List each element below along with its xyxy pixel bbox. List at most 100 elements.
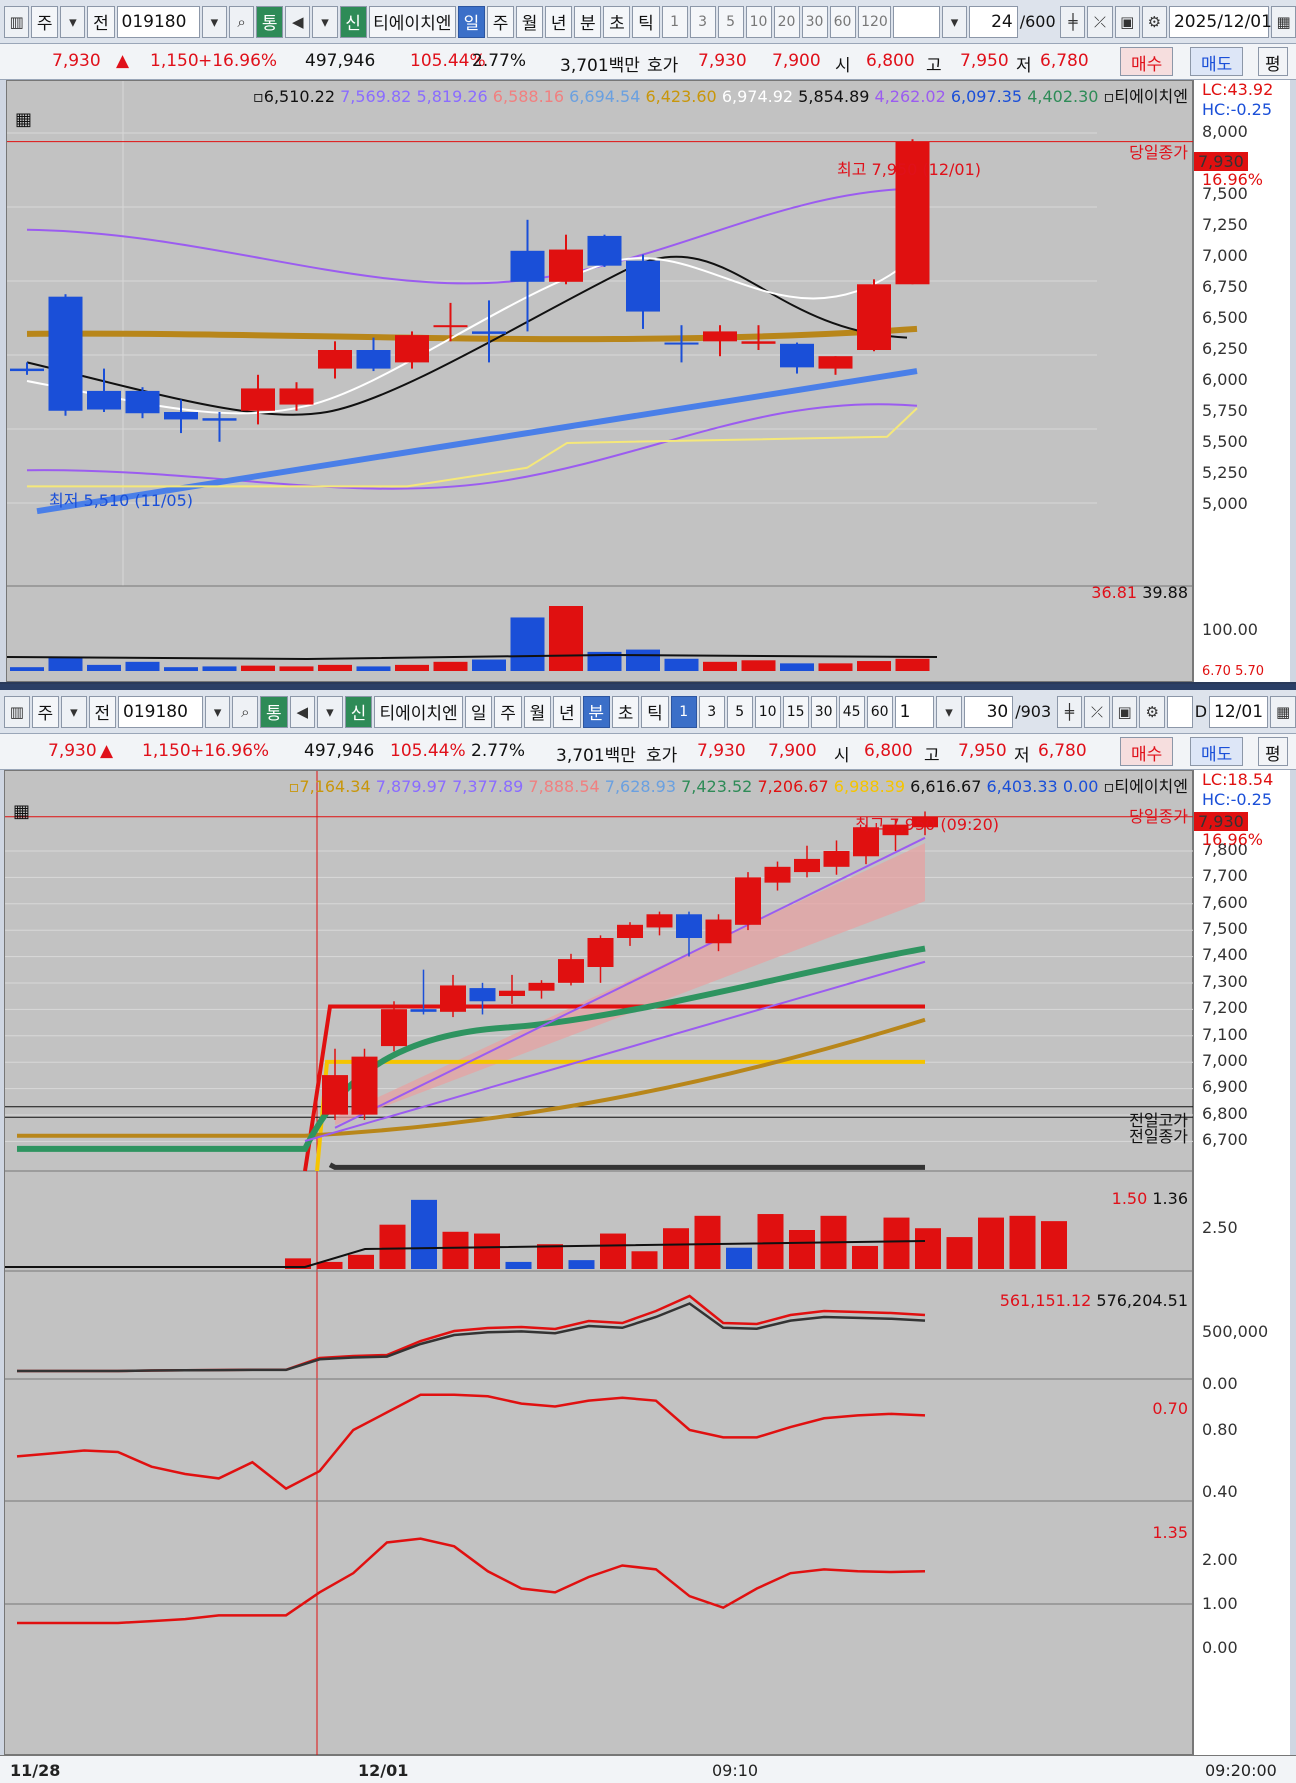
gear-icon[interactable]: ⚙ (1141, 5, 1167, 38)
type-select[interactable]: 주 (31, 5, 59, 38)
daily-chart-area[interactable]: ▦ ▫6,510.22 7,569.82 5,819.26 6,588.16 6… (6, 80, 1194, 682)
d-label: D (1194, 702, 1208, 721)
volume-bar (279, 666, 314, 671)
chevron-down-icon[interactable]: ▾ (941, 5, 968, 38)
grid-icon[interactable]: ▦ (13, 801, 31, 822)
gear-icon[interactable]: ⚙ (1139, 695, 1166, 728)
interval-120[interactable]: 120 (857, 5, 892, 38)
period-month[interactable]: 월 (523, 695, 552, 728)
interval-1[interactable]: 1 (670, 695, 697, 728)
checkbox[interactable] (1167, 695, 1193, 728)
interval-10[interactable]: 10 (745, 5, 772, 38)
avg-button[interactable]: 평 (1258, 47, 1288, 76)
layout-icon[interactable]: ▥ (4, 695, 30, 728)
count-input[interactable]: 30 (963, 695, 1014, 728)
y-tick: 7,000 (1202, 1050, 1248, 1070)
interval-60[interactable]: 60 (829, 5, 856, 38)
buy-button[interactable]: 매수 (1120, 47, 1174, 76)
period-day[interactable]: 일 (464, 695, 493, 728)
interval-15[interactable]: 15 (782, 695, 809, 728)
tong-button[interactable]: 통 (260, 695, 288, 728)
interval-3[interactable]: 3 (689, 5, 716, 38)
shin-button[interactable]: 신 (339, 5, 367, 38)
period-second[interactable]: 초 (611, 695, 640, 728)
count-input[interactable]: 24 (969, 5, 1018, 38)
chevron-down-icon[interactable]: ▾ (936, 695, 962, 728)
speaker-icon[interactable]: ◀ (289, 695, 316, 728)
volume-bar (164, 667, 198, 671)
save-icon[interactable]: ▣ (1114, 5, 1140, 38)
chevron-down-icon[interactable]: ▾ (312, 5, 338, 38)
minute-chart-area[interactable]: ▦ ▫7,164.34 7,879.97 7,377.89 7,888.54 7… (4, 770, 1194, 1756)
interval-30[interactable]: 30 (810, 695, 837, 728)
period-year[interactable]: 년 (553, 695, 581, 728)
candle-type-icon[interactable]: ╪ (1060, 5, 1086, 38)
grid-icon[interactable]: ▦ (15, 109, 33, 130)
period-week[interactable]: 주 (486, 5, 515, 38)
period-week[interactable]: 주 (494, 695, 522, 728)
avg-button[interactable]: 평 (1258, 737, 1288, 766)
volume-bar (694, 1215, 721, 1269)
period-month[interactable]: 월 (516, 5, 544, 38)
candle-type-icon[interactable]: ╪ (1056, 695, 1083, 728)
code-input[interactable]: 019180 (116, 5, 200, 38)
save-icon[interactable]: ▣ (1111, 695, 1138, 728)
period-year[interactable]: 년 (545, 5, 573, 38)
tong-button[interactable]: 통 (256, 5, 284, 38)
ma-yellow (27, 407, 918, 488)
period-tick[interactable]: 틱 (632, 5, 660, 38)
y-tick: 6,750 (1202, 277, 1248, 296)
calendar-icon[interactable]: ▦ (1270, 695, 1296, 728)
calendar-icon[interactable]: ▦ (1270, 5, 1296, 38)
search-icon[interactable]: ⌕ (228, 5, 255, 38)
legend-value: 6,616.67 (910, 777, 987, 796)
chevron-down-icon[interactable]: ▾ (204, 695, 231, 728)
minute-y-axis: LC:18.54 HC:-0.25 7,800 7,700 7,600 7,500 7,… (1193, 770, 1290, 1755)
interval-30[interactable]: 30 (801, 5, 828, 38)
shin-button[interactable]: 신 (344, 695, 373, 728)
sell-button[interactable]: 매도 (1190, 47, 1244, 76)
mode-button[interactable]: 전 (87, 5, 115, 38)
legend-value: 7,569.82 (340, 87, 417, 106)
stock-name[interactable]: 티에이치엔 (368, 5, 456, 38)
volume-bar (587, 651, 622, 671)
mode-button[interactable]: 전 (88, 695, 117, 728)
date-input[interactable]: 2025/12/01 (1168, 5, 1272, 38)
interval-5[interactable]: 5 (726, 695, 753, 728)
candle-body (882, 824, 909, 836)
period-day[interactable]: 일 (457, 5, 485, 38)
buy-button[interactable]: 매수 (1120, 737, 1174, 766)
interval-5[interactable]: 5 (717, 5, 744, 38)
toolbar: ▥ 주 ▾ 전 019180 ▾ ⌕ 통 ◀ ▾ 신 티에이치엔 일 주 월 년… (0, 690, 1296, 734)
code-input[interactable]: 019180 (118, 695, 203, 728)
period-minute[interactable]: 분 (582, 695, 610, 728)
interval-1[interactable]: 1 (661, 5, 688, 38)
speaker-icon[interactable]: ◀ (285, 5, 311, 38)
sell-button[interactable]: 매도 (1190, 737, 1244, 766)
interval-3[interactable]: 3 (698, 695, 725, 728)
y-tick: 6,800 (1202, 1103, 1248, 1123)
search-icon[interactable]: ⌕ (232, 695, 259, 728)
chevron-down-icon[interactable]: ▾ (61, 695, 87, 728)
type-select[interactable]: 주 (31, 695, 60, 728)
y-tick: 7,100 (1202, 1024, 1248, 1044)
stock-name[interactable]: 티에이치엔 (374, 695, 463, 728)
tool-icon[interactable]: ⤫ (1084, 695, 1110, 728)
date-input[interactable]: 12/01 (1209, 695, 1269, 728)
volume-bar (703, 661, 737, 671)
interval-20[interactable]: 20 (773, 5, 800, 38)
chevron-down-icon[interactable]: ▾ (60, 5, 86, 38)
chevron-down-icon[interactable]: ▾ (317, 695, 343, 728)
period-minute[interactable]: 분 (574, 5, 602, 38)
layout-icon[interactable]: ▥ (4, 5, 30, 38)
interval-45[interactable]: 45 (838, 695, 865, 728)
tool-icon[interactable]: ⤫ (1087, 5, 1113, 38)
interval-10[interactable]: 10 (754, 695, 781, 728)
unit-input[interactable]: 1 (894, 695, 935, 728)
volume-legend: 36.81 39.88 (1091, 583, 1188, 602)
period-tick[interactable]: 틱 (641, 695, 669, 728)
period-second[interactable]: 초 (603, 5, 631, 38)
unit-input[interactable] (893, 5, 940, 38)
chevron-down-icon[interactable]: ▾ (201, 5, 227, 38)
interval-60[interactable]: 60 (866, 695, 893, 728)
